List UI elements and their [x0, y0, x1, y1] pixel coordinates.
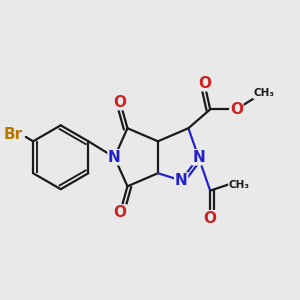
Text: CH₃: CH₃ [254, 88, 274, 98]
Text: O: O [114, 205, 127, 220]
Text: O: O [204, 211, 217, 226]
Text: N: N [175, 173, 188, 188]
Text: CH₃: CH₃ [229, 180, 250, 190]
Text: N: N [192, 150, 205, 165]
Text: N: N [108, 150, 121, 165]
Text: O: O [230, 102, 243, 117]
Text: O: O [114, 94, 127, 110]
Text: O: O [198, 76, 211, 91]
Text: Br: Br [3, 127, 22, 142]
